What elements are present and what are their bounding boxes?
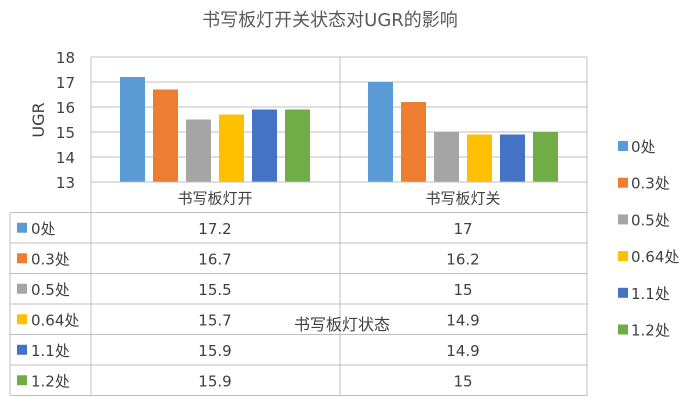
data-label: 15.5 — [198, 281, 231, 299]
data-label: 17.2 — [198, 220, 231, 238]
legend-swatch — [618, 251, 628, 262]
y-tick-label: 15 — [56, 124, 75, 142]
bar — [401, 102, 426, 182]
table-series-name: 0处 — [31, 220, 56, 238]
data-label: 15.9 — [198, 372, 231, 390]
x-axis-label: 书写板灯状态 — [294, 315, 390, 334]
data-label: 17 — [453, 220, 472, 238]
plot-area: 13 14 15 16 17 18 — [56, 49, 588, 192]
bar — [219, 114, 244, 182]
table-series-name: 0.5处 — [31, 281, 70, 299]
legend-label: 0.64处 — [631, 248, 679, 266]
y-tick-label: 16 — [56, 99, 75, 117]
legend-label: 0处 — [631, 138, 656, 156]
data-label: 14.9 — [446, 342, 479, 360]
data-table: 书写板灯开 书写板灯关 0处 17.2 17 0.3处 16.7 16.2 0.5处 15.5 15… — [9, 181, 588, 396]
table-legend-key — [17, 375, 27, 386]
x-tick-label: 书写板灯关 — [425, 189, 500, 207]
legend-swatch — [618, 214, 628, 225]
table-series-name: 1.1处 — [31, 342, 70, 360]
table-series-name: 1.2处 — [31, 372, 70, 390]
x-tick-label: 书写板灯开 — [177, 189, 252, 207]
legend-swatch — [618, 287, 628, 298]
table-legend-key — [17, 344, 27, 355]
y-axis-label: UGR — [29, 102, 48, 137]
legend: 0处 0.3处 0.5处 0.64处 1.1处 1.2处 — [618, 138, 679, 340]
data-label: 16.2 — [446, 250, 479, 268]
legend-label: 0.5处 — [631, 211, 670, 229]
y-tick-label: 17 — [56, 74, 75, 92]
table-series-name: 0.3处 — [31, 250, 70, 268]
table-legend-key — [17, 253, 27, 264]
data-label: 15 — [453, 281, 472, 299]
y-tick-label: 14 — [56, 149, 75, 167]
legend-label: 0.3处 — [631, 175, 670, 193]
legend-label: 1.1处 — [631, 285, 670, 303]
data-label: 14.9 — [446, 311, 479, 329]
bar — [285, 109, 310, 182]
bar — [434, 132, 459, 182]
bar — [533, 132, 558, 182]
bar — [368, 82, 393, 182]
bar — [186, 119, 211, 182]
bar — [467, 134, 492, 182]
data-label: 15.7 — [198, 311, 231, 329]
bar — [153, 89, 178, 182]
legend-swatch — [618, 324, 628, 335]
table-legend-key — [17, 222, 27, 233]
table-legend-key — [17, 314, 27, 325]
table-legend-key — [17, 283, 27, 294]
legend-swatch — [618, 177, 628, 188]
data-label: 16.7 — [198, 250, 231, 268]
bar — [120, 77, 145, 182]
data-label: 15 — [453, 372, 472, 390]
legend-swatch — [618, 141, 628, 151]
data-label: 15.9 — [198, 342, 231, 360]
y-tick-label: 13 — [56, 174, 75, 192]
y-tick-label: 18 — [56, 49, 75, 67]
bar — [500, 134, 525, 182]
legend-label: 1.2处 — [631, 322, 670, 340]
bar — [252, 109, 277, 182]
chart-title: 书写板灯开关状态对UGR的影响 — [202, 10, 458, 31]
table-series-name: 0.64处 — [31, 311, 79, 329]
